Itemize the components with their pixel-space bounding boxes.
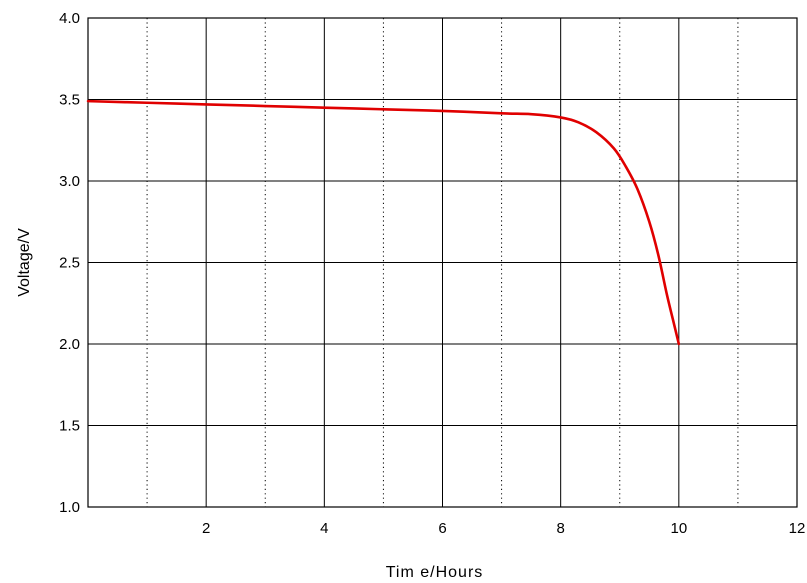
y-tick-label: 1.5 xyxy=(59,418,80,435)
x-tick-label: 4 xyxy=(320,520,328,537)
x-tick-label: 2 xyxy=(202,520,210,537)
x-tick-labels: 2 4 6 8 10 12 xyxy=(202,520,805,537)
y-tick-label: 1.0 xyxy=(59,499,80,516)
y-tick-labels: 1.0 1.5 2.0 2.5 3.0 3.5 4.0 xyxy=(59,10,80,516)
x-tick-label: 12 xyxy=(789,520,806,537)
y-tick-label: 2.0 xyxy=(59,336,80,353)
plot-frame xyxy=(87,17,798,508)
y-tick-label: 2.5 xyxy=(59,255,80,272)
y-axis-title: Voltage/V xyxy=(16,228,33,297)
y-tick-label: 3.0 xyxy=(59,173,80,190)
x-tick-label: 8 xyxy=(556,520,564,537)
voltage-series-line xyxy=(86,99,681,346)
x-axis-title: Tim e/Hours xyxy=(386,564,484,581)
y-tick-label: 3.5 xyxy=(59,92,80,109)
x-tick-label: 6 xyxy=(438,520,446,537)
major-grid xyxy=(88,18,797,507)
y-tick-label: 4.0 xyxy=(59,10,80,27)
series-layer xyxy=(86,99,681,346)
x-tick-label: 10 xyxy=(670,520,687,537)
